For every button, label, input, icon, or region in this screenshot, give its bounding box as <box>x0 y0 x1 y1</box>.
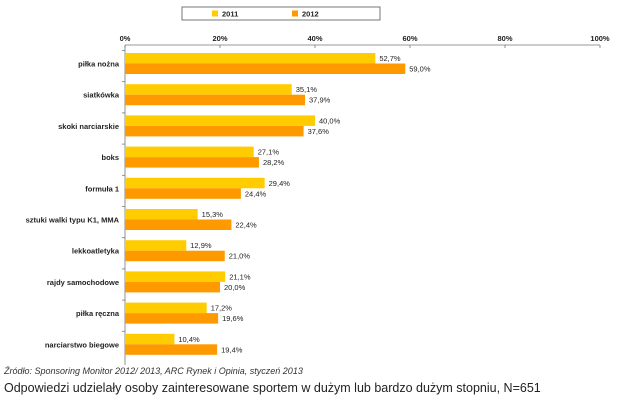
bar-2012 <box>125 250 225 262</box>
bar-2011 <box>125 84 292 95</box>
category-label: piłka ręczna <box>76 309 120 318</box>
bar-2012 <box>125 344 218 355</box>
bar-2012 <box>125 219 232 230</box>
legend-label-2012: 2012 <box>302 10 319 19</box>
data-label-2012: 20,0% <box>224 283 246 292</box>
bar-2011 <box>125 146 254 158</box>
bar-2011 <box>125 177 265 189</box>
data-label-2012: 22,4% <box>235 221 257 230</box>
data-label-2011: 21,1% <box>229 272 251 281</box>
data-label-2012: 59,0% <box>409 65 431 74</box>
x-tick-label: 0% <box>120 34 131 43</box>
data-label-2012: 24,4% <box>245 189 267 198</box>
bar-2011 <box>125 240 187 251</box>
plot-area: piłka nożna 52,7% 59,0% siatkówka 35,1% 37,9%… <box>26 50 431 355</box>
source-note: Źródło: Sponsoring Monitor 2012/ 2013, A… <box>4 366 303 376</box>
data-label-2012: 21,0% <box>229 252 251 261</box>
data-label-2011: 29,4% <box>269 179 291 188</box>
legend-swatch-2012 <box>292 10 298 17</box>
bar-2012 <box>125 157 259 168</box>
respondents-note: Odpowiedzi udzielały osoby zainteresowan… <box>4 381 541 395</box>
bar-2011 <box>125 271 226 282</box>
category-label: lekkoatletyka <box>72 247 120 256</box>
data-label-2012: 19,4% <box>221 345 243 354</box>
legend-box <box>181 6 381 21</box>
category-label: piłka nożna <box>78 60 120 69</box>
bar-2012 <box>125 63 406 74</box>
bar-2012 <box>125 313 219 324</box>
data-label-2012: 19,6% <box>222 314 244 323</box>
bar-2011 <box>125 53 376 64</box>
bar-2012 <box>125 188 241 199</box>
data-label-2012: 28,2% <box>263 158 285 167</box>
x-tick-label: 20% <box>212 34 227 43</box>
category-label: boks <box>101 153 119 162</box>
bar-2011 <box>125 209 198 220</box>
category-label: sztuki walki typu K1, MMA <box>26 216 120 225</box>
legend-swatch-2011 <box>212 10 218 17</box>
category-label: formuła 1 <box>85 184 119 193</box>
data-label-2011: 10,4% <box>178 335 200 344</box>
data-label-2011: 15,3% <box>202 210 224 219</box>
data-label-2011: 12,9% <box>190 241 212 250</box>
data-label-2011: 52,7% <box>379 54 401 63</box>
category-label: skoki narciarskie <box>58 122 119 131</box>
bar-2012 <box>125 125 304 137</box>
data-label-2011: 27,1% <box>258 148 280 157</box>
x-tick-label: 60% <box>402 34 417 43</box>
data-label-2012: 37,6% <box>308 127 330 136</box>
x-tick-label: 40% <box>307 34 322 43</box>
data-label-2011: 35,1% <box>296 85 318 94</box>
x-tick-label: 100% <box>590 34 610 43</box>
legend: 2011 2012 <box>181 6 381 21</box>
data-label-2011: 40,0% <box>319 116 341 125</box>
x-tick-label: 80% <box>497 34 512 43</box>
category-label: rajdy samochodowe <box>47 278 119 287</box>
category-label: siatkówka <box>83 91 120 100</box>
data-label-2012: 37,9% <box>309 96 331 105</box>
data-label-2011: 17,2% <box>211 304 233 313</box>
bar-2012 <box>125 94 306 106</box>
legend-label-2011: 2011 <box>222 10 238 19</box>
bar-2011 <box>125 302 207 314</box>
category-label: narciarstwo biegowe <box>45 340 119 349</box>
bar-2011 <box>125 333 175 345</box>
bar-2012 <box>125 281 220 293</box>
bar-2011 <box>125 115 315 126</box>
